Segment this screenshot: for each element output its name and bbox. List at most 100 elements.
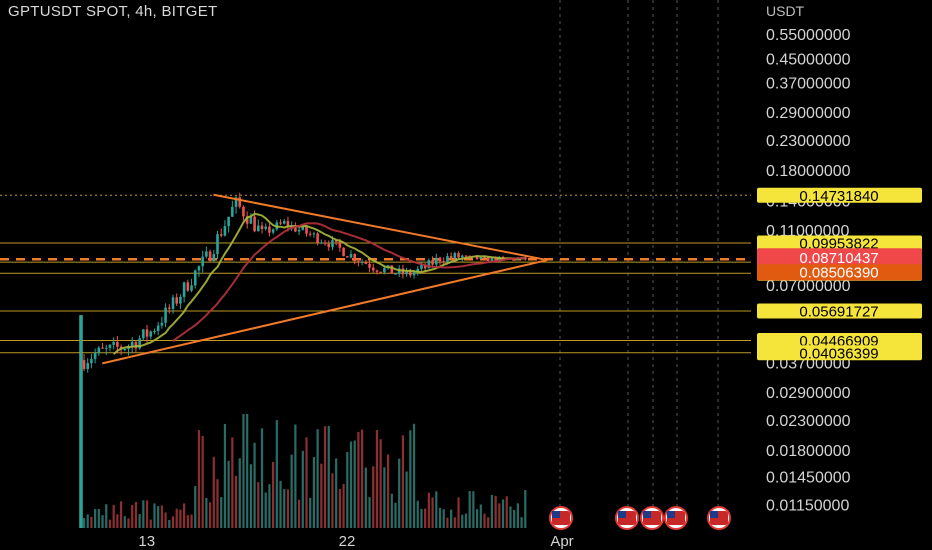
candle-body [412,272,416,276]
volume-bar [123,516,126,528]
candle-body [360,261,364,263]
candle-body [104,347,108,349]
volume-bar [420,508,423,528]
candle-body [156,325,160,331]
volume-bar [216,479,219,528]
volume-bar [290,454,293,528]
volume-bar [112,504,115,528]
candle-body [286,220,290,228]
candle-body [349,254,353,258]
volume-bar [246,413,249,528]
level-price-label-bg [757,235,922,251]
candle-body [175,297,179,304]
volume-bar [223,423,227,528]
volume-bar [338,488,341,528]
candle-body [320,242,323,244]
volume-bar [257,482,260,528]
secondary-price-label: 0.08506390 [799,265,878,282]
volume-bar [253,442,256,528]
price-axis-tick: 0.18000000 [766,163,851,180]
volume-bar [127,518,130,528]
us-flag-event-icon[interactable] [707,506,731,530]
volume-bar [249,464,252,528]
volume-bar [394,502,397,528]
volume-bar [108,519,112,528]
candle-body [394,273,397,275]
volume-bar [149,519,152,528]
price-axis-currency: USDT [766,3,805,19]
volume-bar [346,451,349,528]
volume-bar [464,513,468,528]
candle-body [271,229,275,233]
candle-body [383,268,386,273]
candle-body [123,348,127,350]
volume-bar [301,450,304,528]
volume-bar [513,509,516,528]
volume-bar [160,505,163,528]
us-flag-event-icon[interactable] [615,506,639,530]
price-axis-tick: 0.01150000 [766,498,849,515]
level-price-label: 0.14731840 [799,188,878,205]
volume-bar [272,461,275,528]
candle-body [364,261,368,264]
price-axis-tick: 0.07000000 [766,278,851,295]
candle-body [223,226,227,236]
candle-body [427,260,431,269]
volume-bar [479,504,482,528]
candle-body [153,330,156,332]
candle-body [331,240,334,248]
candle-body [167,307,171,309]
candle-body [438,257,442,262]
volume-bar [286,489,290,528]
candle-body [409,270,412,276]
volume-bar [101,515,104,528]
candle-body [219,234,223,236]
volume-bar [164,512,167,528]
volume-bar [119,501,123,528]
candle-body [201,256,204,267]
volume-bar [372,466,375,528]
volume-bar [131,505,134,528]
volume-bar [145,500,149,528]
volume-bar [327,425,330,528]
price-axis-tick: 0.45000000 [766,51,851,68]
candle-body [216,234,219,255]
level-price-label-bg [757,345,922,361]
candle-body [446,256,449,263]
candle-body [479,257,483,259]
candle-body [468,255,471,257]
candle-body [130,341,134,347]
volume-bar [494,495,497,528]
volume-bar [116,514,119,528]
volume-bar [175,508,178,528]
volume-bar [438,507,442,528]
price-axis-tick: 0.02300000 [766,413,851,430]
us-flag-event-icon[interactable] [549,506,573,530]
price-axis-tick: 0.02900000 [766,385,851,402]
candle-body [179,296,182,304]
volume-bar [487,517,490,528]
candle-body [108,344,112,348]
volume-bar [157,506,160,528]
candle-body [145,329,149,337]
volume-bar [320,463,323,528]
us-flag-event-icon[interactable] [664,506,688,530]
candle-body [316,233,319,244]
volume-bar [361,429,364,528]
volume-bar [431,497,434,528]
flag-canton [552,511,560,518]
candle-body [164,307,167,323]
candle-body [193,270,197,286]
us-flag-event-icon[interactable] [640,506,664,530]
volume-bar [490,494,494,528]
candle-body [264,226,268,229]
volume-bar [501,499,505,528]
candle-body [171,297,175,309]
volume-bar [457,497,460,528]
volume-bar [220,497,223,528]
candle-body [294,225,297,232]
volume-bar [297,499,301,528]
volume-bar [335,458,338,528]
candle-body [486,257,490,261]
